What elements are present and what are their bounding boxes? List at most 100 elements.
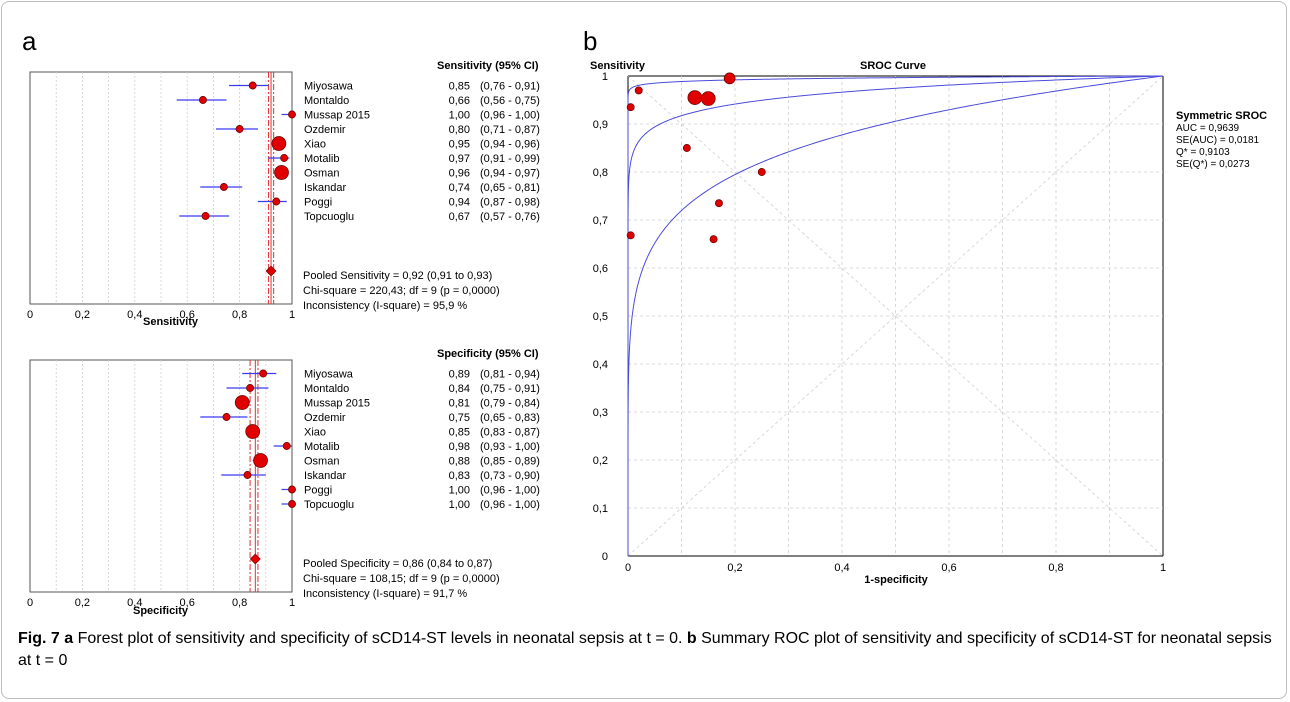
sroc-xtick-label: 0,6 [941,562,956,574]
sroc-study-point [709,235,718,244]
sensitivity-point-marker [271,136,287,151]
sensitivity-study-name: Topcuoglu [304,211,354,223]
sensitivity-study-name: Miyosawa [304,81,354,93]
specificity-ci-label: (0,96 - 1,00) [480,485,540,497]
sensitivity-estimate-label: 0,85 [449,81,470,93]
sensitivity-estimate-label: 1,00 [449,110,470,122]
specificity-estimate-label: 0,81 [449,398,470,410]
sensitivity-study-name: Iskandar [304,182,347,194]
sroc-xtick-label: 0,4 [834,562,849,574]
sroc-study-point [687,90,703,105]
sroc-study-point [757,168,766,176]
sensitivity-ci-label: (0,65 - 0,81) [480,182,540,194]
sensitivity-xtick-label: 0 [27,309,33,321]
sroc-ytick-label: 0,9 [593,119,608,131]
sensitivity-ci-label: (0,56 - 0,75) [480,95,540,107]
sensitivity-study-name: Montaldo [304,95,349,107]
sensitivity-point-marker [198,96,207,104]
sensitivity-point-marker [272,197,281,206]
specificity-study-name: Poggi [304,485,332,497]
sroc-study-point [723,72,736,85]
sroc-legend: Symmetric SROC AUC = 0,9639 SE(AUC) = 0,… [1176,110,1267,170]
sensitivity-xtick-label: 0,4 [127,309,142,321]
sensitivity-xtick-label: 0,6 [180,309,195,321]
sensitivity-estimate-label: 0,95 [449,139,470,151]
sroc-ci-curve [627,75,1164,556]
sroc-ytick-label: 0,6 [593,263,608,275]
sensitivity-point-marker [219,183,228,191]
sensitivity-point-marker [288,110,296,119]
sensitivity-estimate-label: 0,67 [449,211,470,223]
sroc-study-point [715,199,723,208]
sensitivity-estimate-label: 0,74 [449,182,470,194]
specificity-study-name: Ozdemir [304,412,346,424]
caption-part-b-label: b [686,630,697,647]
sroc-legend-title: Symmetric SROC [1176,110,1267,122]
caption-part-a-text: Forest plot of sensitivity and specifici… [73,630,687,647]
sroc-ytick-label: 0,8 [593,167,608,179]
specificity-point-marker [246,384,255,392]
specificity-ci-label: (0,93 - 1,00) [480,441,540,453]
specificity-study-name: Montaldo [304,383,349,395]
specificity-study-name: Mussap 2015 [304,398,370,410]
specificity-study-name: Motalib [304,441,339,453]
specificity-ci-label: (0,83 - 0,87) [480,427,540,439]
sroc-ytick-label: 0,5 [593,311,608,323]
specificity-estimate-label: 0,84 [449,383,470,395]
sroc-ytick-label: 0 [602,551,608,563]
sensitivity-study-name: Xiao [304,139,326,151]
sroc-ytick-label: 1 [602,71,608,83]
forest-sensitivity-xlabel: Sensitivity [143,316,199,328]
sroc-study-point [626,231,635,240]
sensitivity-xtick-label: 0,8 [232,309,247,321]
specificity-xtick-label: 0,4 [127,597,142,609]
forest-specificity-summary-1: Pooled Specificity = 0,86 (0,84 to 0,87) [303,558,492,570]
sensitivity-xtick-label: 0,2 [75,309,90,321]
specificity-point-marker [234,395,250,410]
forest-specificity-xlabel: Specificity [133,605,189,617]
sensitivity-ci-label: (0,94 - 0,96) [480,139,540,151]
sroc-ci-curve [627,75,1164,556]
sroc-xtick-label: 0,2 [727,562,742,574]
sensitivity-estimate-label: 0,94 [449,197,470,209]
sensitivity-study-name: Motalib [304,153,339,165]
specificity-study-name: Osman [304,456,339,468]
sroc-study-point [626,103,635,112]
sroc-ytick-label: 0,3 [593,407,608,419]
sroc-legend-line-2: SE(AUC) = 0,0181 [1176,135,1260,146]
sensitivity-point-marker [235,125,244,133]
sroc-xtick-label: 1 [1160,562,1166,574]
forest-sensitivity-summary-2: Chi-square = 220,43; df = 9 (p = 0,0000) [303,285,500,297]
sroc-ytick-label: 0,1 [593,503,608,515]
specificity-pooled-diamond [249,553,261,565]
specificity-ci-label: (0,73 - 0,90) [480,470,540,482]
sensitivity-estimate-label: 0,66 [449,95,470,107]
forest-plot-specificity: Specificity (95% CI) Specificity Pooled … [27,348,540,617]
specificity-estimate-label: 0,75 [449,412,470,424]
figure-caption: Fig. 7 a Forest plot of sensitivity and … [18,628,1280,672]
sensitivity-ci-label: (0,96 - 1,00) [480,110,540,122]
sensitivity-study-name: Osman [304,168,339,180]
sroc-ylabel: Sensitivity [590,60,646,72]
sensitivity-point-marker [280,154,289,162]
sensitivity-ci-label: (0,76 - 0,91) [480,81,540,93]
sensitivity-study-name: Ozdemir [304,124,346,136]
specificity-ci-label: (0,81 - 0,94) [480,369,540,381]
specificity-xtick-label: 0,6 [180,597,195,609]
sroc-xtick-label: 0 [625,562,631,574]
sensitivity-ci-label: (0,71 - 0,87) [480,124,540,136]
sensitivity-pooled-diamond [265,265,277,277]
panel-a-label: a [22,26,37,56]
specificity-point-marker [259,369,268,378]
sroc-legend-line-1: AUC = 0,9639 [1176,123,1240,134]
specificity-ci-label: (0,96 - 1,00) [480,499,540,511]
specificity-study-name: Iskandar [304,470,347,482]
sensitivity-point-marker [201,212,210,220]
panel-b-label: b [583,26,597,56]
specificity-point-marker [222,413,231,421]
specificity-estimate-label: 0,85 [449,427,470,439]
specificity-ci-label: (0,65 - 0,83) [480,412,540,424]
specificity-point-marker [288,500,296,508]
